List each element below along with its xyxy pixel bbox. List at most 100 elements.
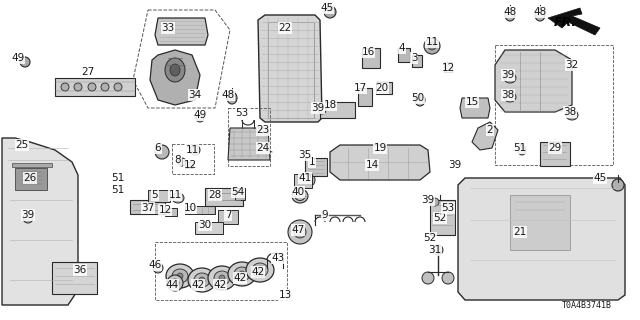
Text: 12: 12 [184,160,196,170]
Text: 12: 12 [442,63,454,73]
Text: 6: 6 [155,143,161,153]
Bar [320,102,355,118]
Ellipse shape [101,83,109,91]
Text: 52: 52 [433,213,447,223]
Text: 32: 32 [565,60,579,70]
Bar [540,142,570,166]
Ellipse shape [172,269,188,283]
Text: 19: 19 [373,143,387,153]
Text: 28: 28 [209,190,221,200]
Ellipse shape [257,267,263,273]
Text: 10: 10 [184,203,196,213]
Text: 9: 9 [322,210,328,220]
Text: 39: 39 [449,160,461,170]
Ellipse shape [535,9,545,21]
Bar [376,82,392,94]
Bar [294,174,312,188]
Bar [165,208,177,216]
Ellipse shape [188,268,216,292]
Text: 37: 37 [141,203,155,213]
Text: 54: 54 [232,187,244,197]
Text: 43: 43 [271,253,285,263]
Text: 7: 7 [225,210,231,220]
Polygon shape [228,128,270,160]
Ellipse shape [428,42,436,50]
Text: 53: 53 [442,203,454,213]
Text: 35: 35 [298,150,312,160]
Text: 51: 51 [513,143,527,153]
Polygon shape [258,15,322,122]
Bar [235,188,245,200]
Ellipse shape [252,263,268,277]
Bar [228,108,270,166]
Text: 33: 33 [161,23,175,33]
Text: FR.: FR. [554,15,577,28]
Text: 46: 46 [148,260,162,270]
Text: 48: 48 [504,7,516,17]
Text: 36: 36 [74,265,86,275]
Ellipse shape [612,179,624,191]
Bar [218,210,238,224]
Text: 42: 42 [252,267,264,277]
Text: 53: 53 [236,108,248,118]
Ellipse shape [177,273,183,279]
Polygon shape [472,122,498,150]
Text: 48: 48 [533,7,547,17]
Bar [52,262,97,294]
Bar [185,162,193,168]
Ellipse shape [74,83,82,91]
Ellipse shape [153,263,163,273]
Text: 38: 38 [501,90,515,100]
Text: 11: 11 [426,37,438,47]
Text: 42: 42 [234,273,246,283]
Ellipse shape [196,114,204,122]
Ellipse shape [228,262,256,286]
Text: 34: 34 [188,90,202,100]
Text: 4: 4 [399,43,405,53]
Text: 18: 18 [323,100,337,110]
Ellipse shape [305,174,315,186]
Ellipse shape [292,189,308,203]
Polygon shape [460,98,490,118]
Text: 12: 12 [158,205,172,215]
Ellipse shape [166,264,194,288]
Bar [412,55,422,67]
Text: 20: 20 [376,83,388,93]
Bar [305,158,327,176]
Polygon shape [330,145,430,180]
Ellipse shape [178,158,186,166]
Ellipse shape [167,275,183,291]
Text: 48: 48 [221,90,235,100]
Text: 51: 51 [111,185,125,195]
Text: 2: 2 [486,125,493,135]
Ellipse shape [88,83,96,91]
Text: 16: 16 [362,47,374,57]
Text: 42: 42 [191,280,205,290]
Bar [358,88,372,106]
Text: 8: 8 [175,155,181,165]
Text: 30: 30 [198,220,212,230]
Text: 40: 40 [291,187,305,197]
Text: 39: 39 [312,103,324,113]
Bar [398,48,410,62]
Ellipse shape [431,198,439,206]
Text: 15: 15 [465,97,479,107]
Ellipse shape [227,92,237,104]
Bar [430,200,455,235]
Text: 45: 45 [321,3,333,13]
Bar [155,242,287,300]
Text: 49: 49 [12,53,24,63]
Text: 3: 3 [411,53,417,63]
Text: 41: 41 [298,173,312,183]
Ellipse shape [518,145,526,155]
Text: 26: 26 [24,173,36,183]
Ellipse shape [566,110,578,120]
Text: 42: 42 [213,280,227,290]
Bar [185,206,215,214]
Text: 21: 21 [513,227,527,237]
Ellipse shape [239,271,245,277]
Bar [15,168,47,190]
Text: 25: 25 [15,140,29,150]
Text: 49: 49 [193,110,207,120]
Text: 1: 1 [308,157,316,167]
